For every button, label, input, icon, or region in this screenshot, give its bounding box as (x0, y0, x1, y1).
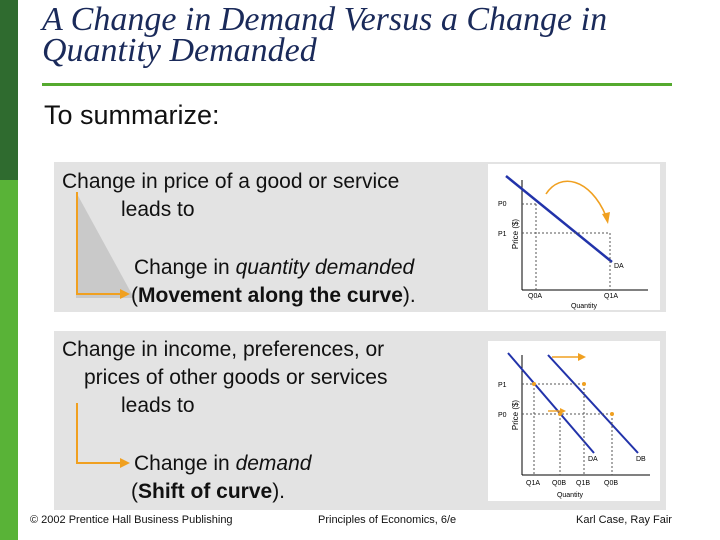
y-axis-label-2: Price ($) (511, 400, 520, 431)
footer-copyright: © 2002 Prentice Hall Business Publishing (30, 514, 233, 526)
q1-label: Q1A (604, 293, 618, 300)
p1-label: P1 (498, 231, 507, 238)
result-text-line2-2: (Shift of curve). (131, 480, 286, 503)
footer-book-title: Principles of Economics, 6/e (318, 514, 457, 526)
p1-label-2: P1 (498, 382, 507, 389)
q0-label: Q0A (528, 293, 542, 300)
leads-to-text: leads to (121, 198, 195, 221)
demand-shift-graph: Price ($) P1 P0 DA DB Q1A Q0B Q1B Q0B Qu… (488, 341, 660, 501)
side-accent-bar-top (0, 0, 18, 180)
demand-curve-b (547, 354, 639, 454)
leads-to-bracket-arrow-2 (76, 403, 130, 468)
leads-to-bracket-arrow (76, 192, 130, 299)
demand-curve-a-2 (507, 352, 595, 454)
slide-subtitle: To summarize: (44, 100, 220, 130)
demand-curve-a-label: DA (588, 456, 598, 463)
p0-label: P0 (498, 201, 507, 208)
slide-title: A Change in Demand Versus a Change in Qu… (42, 1, 608, 69)
result-text-line1: Change in quantity demanded (134, 256, 415, 279)
footer-authors: Karl Case, Ray Fair (576, 514, 672, 526)
p0-label-2: P0 (498, 412, 507, 419)
result-text-line2: (Movement along the curve). (131, 284, 416, 307)
price-change-text: Change in price of a good or service (62, 170, 400, 193)
x-axis-label-2: Quantity (557, 492, 584, 499)
q-label-4: Q0B (604, 480, 618, 487)
side-accent-bar-bottom (0, 180, 18, 540)
y-axis-label: Price ($) (511, 219, 520, 250)
wedge-shape (76, 192, 134, 298)
movement-arrow (545, 180, 607, 217)
title-divider (42, 83, 672, 86)
demand-curve-label: DA (614, 263, 624, 270)
q-label-2: Q0B (552, 480, 566, 487)
result-text-line1-2: Change in demand (134, 452, 312, 475)
q-label-3: Q1B (576, 480, 590, 487)
demand-curve-a (505, 175, 613, 263)
q-label-1: Q1A (526, 480, 540, 487)
x-axis-label: Quantity (571, 303, 598, 310)
demand-curve-b-label: DB (636, 456, 646, 463)
quantity-demanded-panel: Change in price of a good or service lea… (54, 162, 666, 312)
income-change-text: Change in income, preferences, or (62, 338, 385, 361)
other-goods-text: prices of other goods or services (84, 366, 388, 389)
movement-along-curve-graph: Price ($) P0 P1 DA Q0A Q1A Quantity (488, 164, 660, 310)
demand-shift-panel: Change in income, preferences, or prices… (54, 331, 666, 510)
leads-to-text-2: leads to (121, 394, 195, 417)
